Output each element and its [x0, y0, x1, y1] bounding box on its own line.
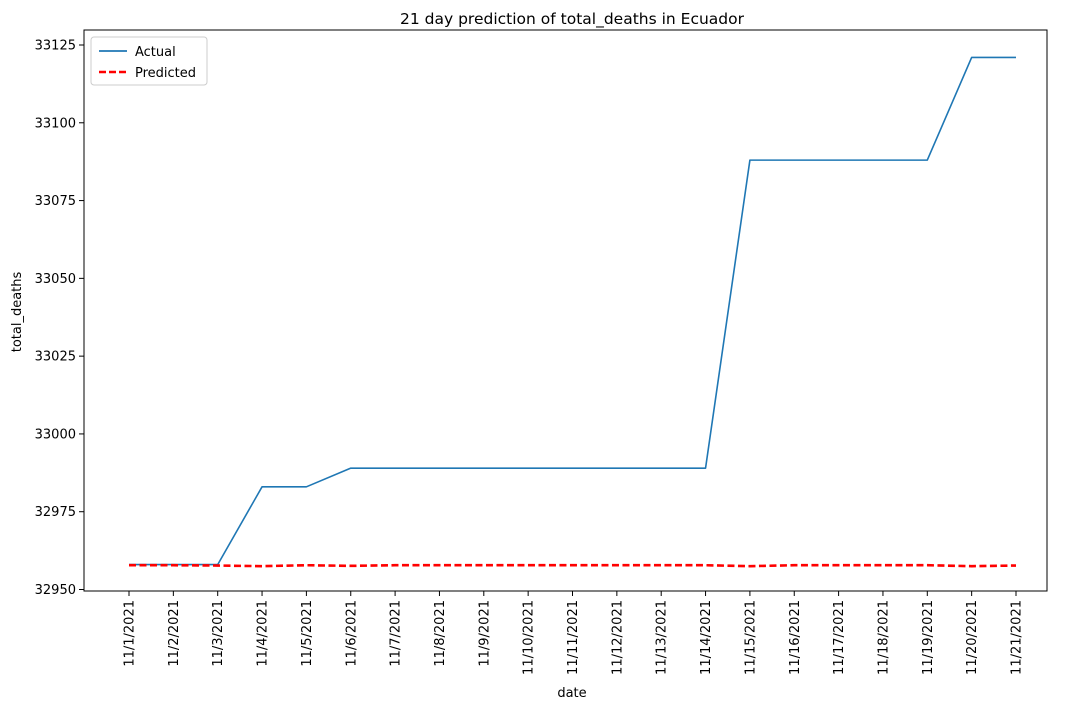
x-tick-label: 11/15/2021: [743, 600, 758, 675]
y-tick-label: 32950: [35, 583, 76, 598]
x-tick-label: 11/20/2021: [965, 600, 980, 675]
x-tick-label: 11/17/2021: [832, 600, 847, 675]
legend-label-predicted: Predicted: [135, 66, 196, 81]
series-line-actual: [129, 56, 1016, 566]
plot-area-frame: [83, 29, 1048, 592]
y-tick-label: 33100: [35, 116, 76, 131]
x-tick-label: 11/21/2021: [1010, 600, 1025, 675]
x-tick-label: 11/9/2021: [477, 600, 492, 667]
x-tick-label: 11/10/2021: [522, 600, 537, 675]
y-axis-label: total_deaths: [10, 272, 25, 353]
x-axis-label: date: [557, 686, 586, 701]
y-tick-label: 32975: [35, 505, 76, 520]
x-axis: 11/1/2021 11/2/2021 11/3/2021 11/4/2021 11/5…: [123, 591, 1025, 675]
x-tick-label: 11/11/2021: [566, 600, 581, 675]
x-tick-label: 11/16/2021: [788, 600, 803, 675]
x-tick-label: 11/14/2021: [699, 600, 714, 675]
y-tick-label: 33000: [35, 427, 76, 442]
x-tick-label: 11/6/2021: [344, 600, 359, 667]
x-tick-label: 11/4/2021: [256, 600, 271, 667]
x-tick-label: 11/3/2021: [211, 600, 226, 667]
chart-title: 21 day prediction of total_deaths in Ecu…: [400, 10, 745, 29]
x-tick-label: 11/8/2021: [433, 600, 448, 667]
x-tick-label: 11/7/2021: [389, 600, 404, 667]
series-line-predicted: [129, 563, 1017, 568]
x-tick-label: 11/19/2021: [921, 600, 936, 675]
x-tick-label: 11/1/2021: [123, 600, 138, 667]
y-tick-label: 33050: [35, 272, 76, 287]
x-tick-label: 11/13/2021: [655, 600, 670, 675]
x-tick-label: 11/5/2021: [300, 600, 315, 667]
legend-label-actual: Actual: [135, 45, 176, 60]
y-tick-label: 33075: [35, 194, 76, 209]
series-layer: [129, 56, 1017, 568]
y-tick-label: 33125: [35, 39, 76, 54]
x-tick-label: 11/18/2021: [876, 600, 891, 675]
legend: Actual Predicted: [90, 36, 208, 86]
x-tick-label: 11/12/2021: [610, 600, 625, 675]
y-axis: 32950 32975 33000 33025 33050 33075 33100 33125: [35, 39, 84, 598]
x-tick-label: 11/2/2021: [167, 600, 182, 667]
y-tick-label: 33025: [35, 350, 76, 365]
